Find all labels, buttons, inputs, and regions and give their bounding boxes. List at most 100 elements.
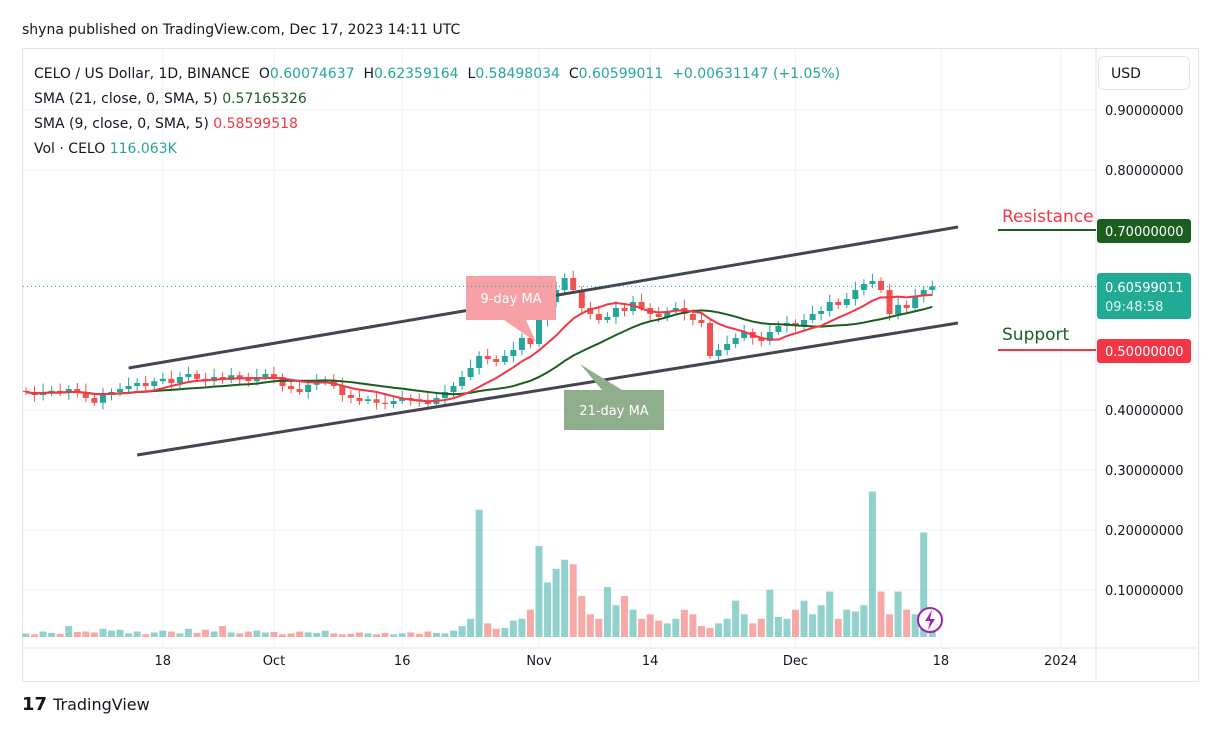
volume-bar [432,632,440,637]
volume-bar [253,630,261,637]
candle-body [347,395,354,398]
candle-body [869,281,876,284]
volume-bar [65,626,73,637]
volume-bar [800,600,808,637]
symbol-title: CELO / US Dollar, 1D, BINANCE [34,66,250,82]
candle-body [818,311,825,314]
resistance-price-value: 0.70000000 [1105,225,1184,240]
x-tick-label: 18 [155,654,172,669]
volume-bar [586,614,594,637]
candle-body [185,374,192,377]
volume-bar [424,631,432,637]
volume-bar [544,582,552,637]
volume-bar [826,591,834,637]
volume-bar [535,546,543,637]
volume-bar [860,605,868,637]
candle-body [159,378,166,382]
candle-body [236,375,243,379]
volume-bar [672,618,680,637]
volume-bar [920,532,928,637]
volume-label[interactable]: Vol · CELO [34,141,106,157]
candle-body [860,284,867,290]
volume-bar [886,614,894,637]
candle-body [570,278,577,290]
candle-body [672,308,679,311]
close-value: 0.60599011 [578,66,664,82]
volume-bar [450,630,457,637]
volume-bar [48,632,56,637]
volume-bar [407,632,415,637]
sma21-label[interactable]: SMA (21, close, 0, SMA, 5) [34,91,218,107]
candle-body [48,390,55,392]
candle-body [801,320,808,326]
channel-lower-line [136,321,959,457]
volume-bar [697,626,705,637]
volume-bar [612,605,620,637]
volume-bar [415,633,423,637]
change-value: +0.00631147 (+1.05%) [672,66,841,82]
candle-body [732,338,739,344]
y-tick-label: 0.30000000 [1105,464,1184,479]
close-label: C [568,66,579,82]
candle-body [476,356,483,368]
candle-body [561,278,568,290]
sma21-callout-label: 21-day MA [579,404,648,419]
sma9-label[interactable]: SMA (9, close, 0, SMA, 5) [34,116,209,132]
currency-button[interactable]: USD [1098,56,1190,90]
candle-body [621,308,628,311]
open-label: O [258,66,270,82]
volume-bar [159,630,167,637]
volume-bar [142,634,150,637]
volume-bar [526,609,534,637]
support-price-tag [1097,339,1191,363]
volume-bar [304,632,312,637]
volume-bar [766,589,774,637]
volume-bar [715,623,723,637]
y-tick-label: 0.80000000 [1105,164,1184,179]
candle-body [390,401,397,404]
candle-body [399,398,406,401]
lightning-glyph-icon [925,610,935,630]
candle-body [288,386,295,389]
volume-bar [184,628,192,637]
volume-bar [22,633,30,637]
chart-frame [22,48,1199,682]
volume-bar [774,617,782,637]
candle-body [809,314,816,320]
candle-body [91,398,98,403]
volume-bar [749,623,757,637]
candle-body [365,399,371,401]
candle-body [741,332,748,338]
candle-body [527,338,534,344]
volume-bar [90,632,98,637]
candle-body [929,286,936,290]
volume-bar [330,633,338,637]
volume-bar [82,631,90,637]
candle-body [758,338,765,341]
sma21-callout [564,364,664,430]
volume-bar [56,633,64,637]
candle-body [117,389,124,392]
volume-bar [116,629,124,637]
candle-body [467,368,474,377]
volume-bar [569,564,577,637]
publisher-line: shyna published on TradingView.com, Dec … [22,22,461,38]
high-label: H [363,66,374,82]
volume-bar [125,633,133,637]
x-tick-label: Oct [263,654,285,669]
candle-body [843,299,850,305]
volume-bar [552,568,560,637]
volume-bar [364,633,372,637]
candle-body [518,338,525,350]
candle-body [852,290,859,299]
candle-body [501,356,508,362]
volume-bar [680,609,688,637]
x-tick-label: 16 [394,654,411,669]
volume-bar [338,634,346,637]
volume-bar [646,614,654,637]
volume-bar [792,609,799,637]
candle-body [82,392,89,398]
candle-body [724,344,731,350]
volume-bar [817,605,825,637]
